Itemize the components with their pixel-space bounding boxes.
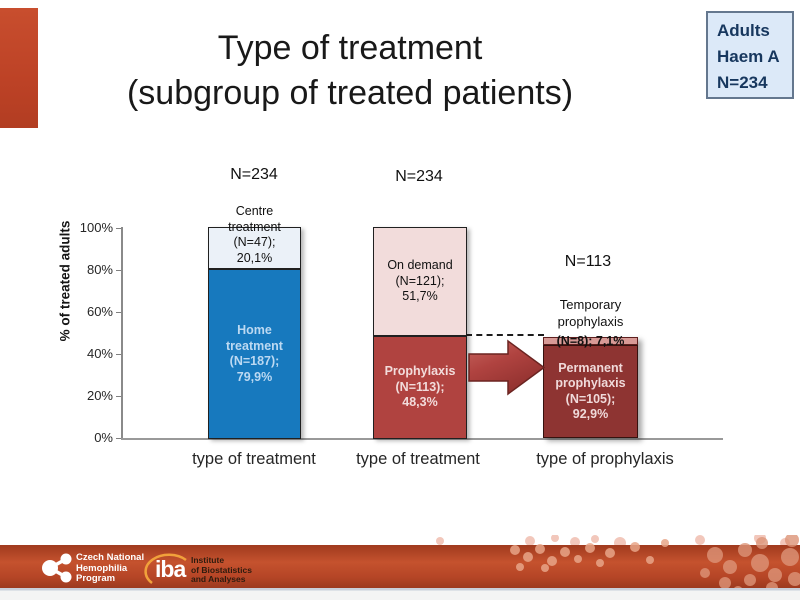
bar-treatment-type: On demand (N=121); 51,7% Prophylaxis (N=… [373, 227, 467, 439]
org1-name: Czech National Hemophilia Program [76, 552, 145, 585]
org2-line1: Institute [191, 555, 225, 565]
ytick-0: 0% [94, 430, 113, 445]
right-arrow-icon [468, 339, 546, 396]
cohort-info-box: Adults Haem A N=234 [706, 11, 794, 99]
tick-60 [116, 312, 121, 313]
segment-temporary-prophylaxis-value: (N=8); 7,1% [556, 334, 625, 348]
footer-bar [0, 545, 800, 588]
n-label-bar3: N=113 [564, 253, 612, 270]
segment-temporary-prophylaxis-label: Temporary prophylaxis [557, 297, 624, 329]
cohort-group: Adults [717, 21, 770, 40]
org1-line1: Czech National [76, 552, 145, 563]
footer-bottom-strip [0, 590, 800, 600]
footer-bottom-line [0, 588, 800, 591]
bar-prophylaxis-type: Permanent prophylaxis (N=105); 92,9% [543, 337, 638, 438]
ytick-20: 20% [86, 388, 113, 403]
accent-bar [0, 8, 38, 128]
slide-title-line2: (subgroup of treated patients) [126, 74, 574, 112]
ytick-60: 60% [86, 304, 113, 319]
ytick-40: 40% [86, 346, 113, 361]
segment-on-demand-label: On demand (N=121); 51,7% [387, 258, 453, 304]
n-label-bar2: N=234 [395, 168, 443, 185]
org1-line2: Hemophilia [76, 562, 128, 574]
segment-home-treatment: Home treatment (N=187); 79,9% [208, 269, 301, 439]
hemophilia-molecule-icon [42, 553, 72, 583]
segment-on-demand: On demand (N=121); 51,7% [373, 227, 467, 336]
tick-20 [116, 396, 121, 397]
segment-home-treatment-label: Home treatment (N=187); 79,9% [226, 323, 283, 384]
segment-prophylaxis-label: Prophylaxis (N=113); 48,3% [384, 364, 456, 410]
tick-100 [116, 228, 121, 229]
tick-40 [116, 354, 121, 355]
ytick-80: 80% [86, 262, 113, 277]
segment-permanent-prophylaxis-label: Permanent prophylaxis (N=105); 92,9% [555, 360, 626, 422]
footer-banner [0, 535, 800, 600]
segment-centre-treatment [208, 227, 301, 269]
y-axis-line [121, 227, 123, 439]
cohort-diagnosis: Haem A [717, 47, 780, 66]
slide-title-line1: Type of treatment [217, 29, 483, 67]
org2-name: Institute of Biostatistics and Analyses [191, 555, 252, 585]
iba-logo-text: iba [155, 556, 186, 582]
y-axis-title: % of treated adults [57, 220, 73, 342]
org1-line3: Program [76, 573, 116, 584]
segment-temporary-prophylaxis [543, 337, 638, 345]
x-label-bar1: type of treatment [192, 450, 316, 468]
iba-swoosh-icon [144, 553, 187, 584]
segment-permanent-prophylaxis: Permanent prophylaxis (N=105); 92,9% [543, 345, 638, 438]
x-label-bar3: type of prophylaxis [536, 450, 674, 468]
dashed-connector-line [466, 334, 544, 336]
x-label-bar2: type of treatment [356, 450, 480, 468]
dots-pattern [510, 535, 800, 596]
org2-line3: and Analyses [191, 574, 246, 584]
tick-0 [116, 438, 121, 439]
ytick-100: 100% [79, 220, 113, 235]
segment-prophylaxis: Prophylaxis (N=113); 48,3% [373, 336, 467, 439]
tick-80 [116, 270, 121, 271]
n-label-bar1: N=234 [230, 166, 278, 183]
org2-line2: of Biostatistics [191, 564, 252, 575]
slide-title: Type of treatment (subgroup of treated p… [60, 26, 640, 116]
cohort-n: N=234 [717, 73, 768, 92]
segment-centre-treatment-label: Centre treatment (N=47); 20,1% [228, 204, 281, 265]
bar-treatment-location: Home treatment (N=187); 79,9% [208, 227, 301, 439]
x-axis-line [121, 438, 723, 440]
